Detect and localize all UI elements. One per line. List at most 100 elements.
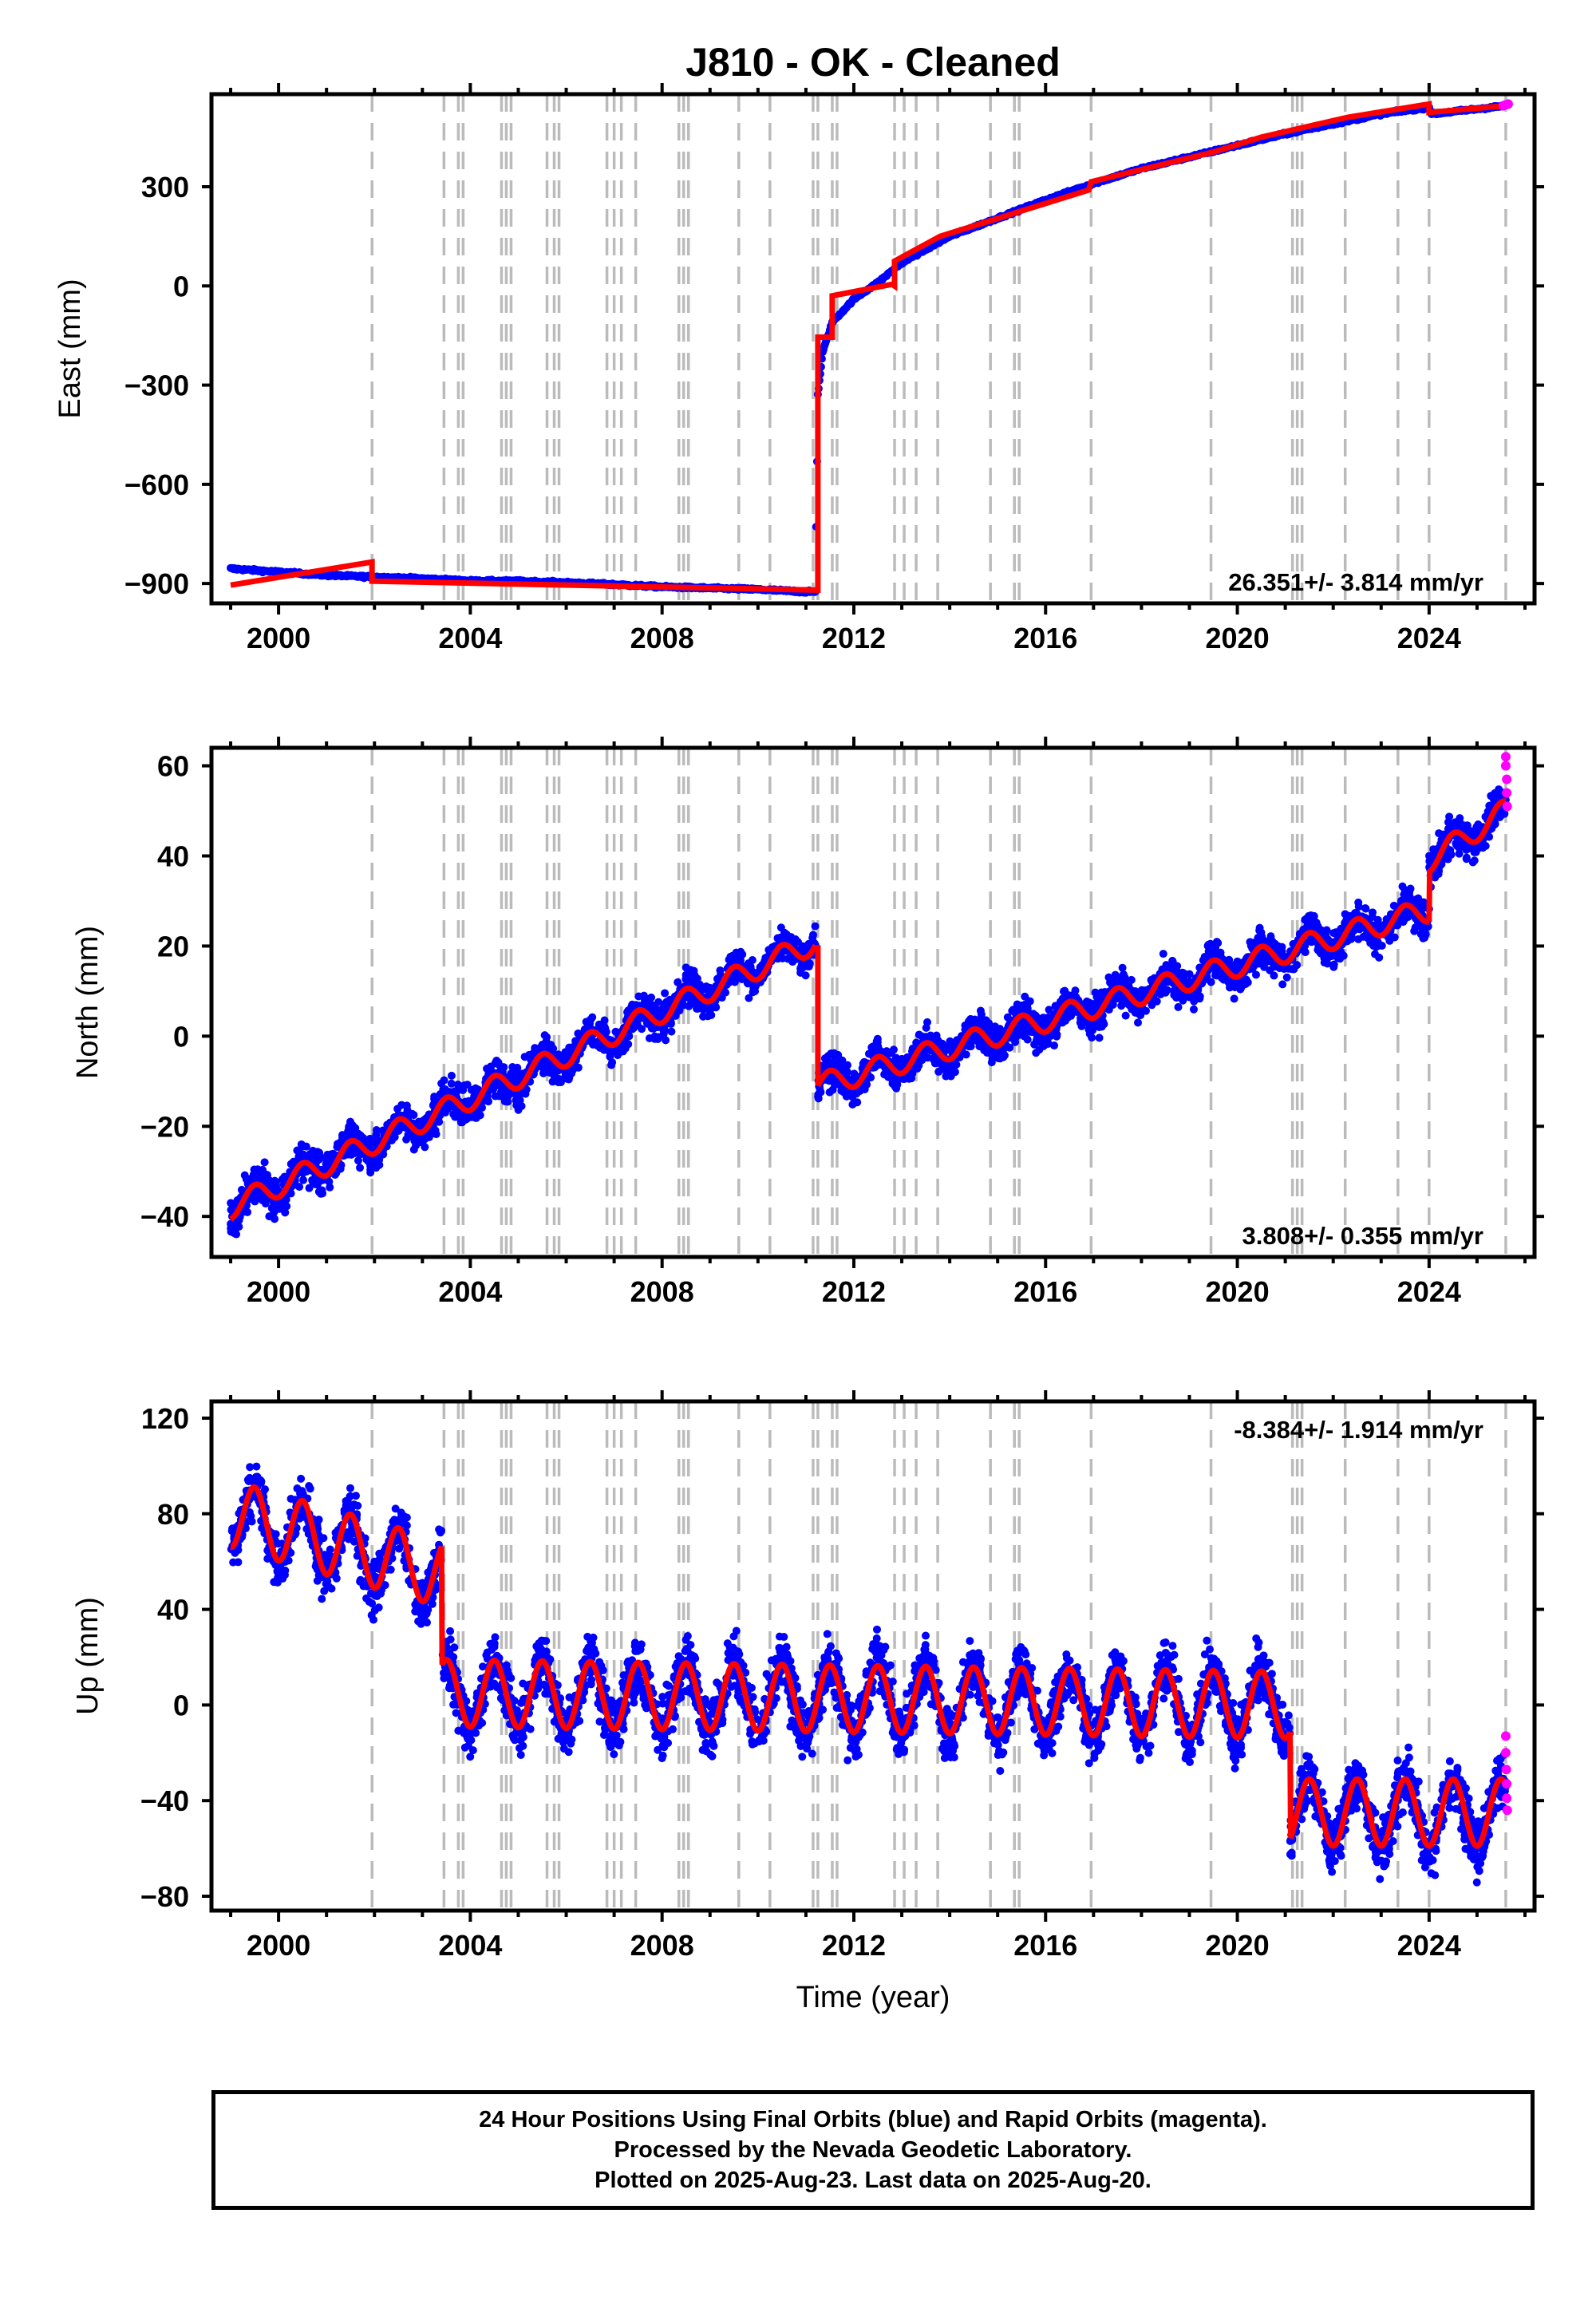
- observation-point: [1117, 1002, 1126, 1010]
- observation-point: [587, 1015, 595, 1024]
- observation-point: [1288, 965, 1297, 974]
- observation-point: [429, 1129, 438, 1138]
- observation-point: [883, 1047, 891, 1056]
- observation-points: [227, 101, 1509, 597]
- observation-point: [1104, 973, 1113, 982]
- observation-point: [500, 1063, 508, 1072]
- observation-point: [463, 1114, 472, 1123]
- observation-point: [316, 1189, 325, 1198]
- observation-point: [1095, 1034, 1104, 1042]
- observation-point: [271, 1199, 280, 1208]
- observation-point: [227, 1199, 235, 1207]
- observation-point: [492, 1056, 501, 1065]
- observation-point: [667, 1027, 676, 1036]
- observation-point: [1079, 1016, 1088, 1025]
- observation-point: [447, 1071, 456, 1080]
- observation-point: [688, 999, 697, 1008]
- observation-point: [749, 988, 757, 997]
- y-axis-label: East (mm): [53, 279, 87, 418]
- observation-point: [1017, 1001, 1026, 1010]
- observation-point: [776, 923, 785, 932]
- observation-point: [803, 962, 812, 970]
- observation-point: [716, 966, 725, 974]
- observation-point: [354, 1156, 362, 1165]
- observation-point: [444, 1099, 453, 1108]
- observation-point: [1148, 1001, 1156, 1010]
- observation-point: [1032, 1049, 1041, 1057]
- observation-point: [539, 1069, 547, 1077]
- observation-point: [804, 939, 813, 948]
- observation-point: [373, 1136, 382, 1145]
- observation-point: [699, 1012, 708, 1021]
- observation-point: [362, 1155, 371, 1164]
- observation-point: [688, 971, 697, 980]
- panel-frame: [209, 92, 1537, 606]
- rapid-points: [1498, 99, 1513, 111]
- observation-point: [1359, 932, 1368, 941]
- observation-point: [831, 1050, 839, 1059]
- observation-point: [260, 1158, 269, 1167]
- observation-point: [408, 1132, 417, 1140]
- observation-point: [1083, 997, 1092, 1006]
- x-tick-label: 2020: [1206, 622, 1270, 654]
- observation-point: [1282, 973, 1291, 982]
- observation-point: [513, 1101, 522, 1109]
- observation-point: [1354, 898, 1363, 907]
- observation-point: [647, 1024, 656, 1033]
- observation-point: [567, 1067, 575, 1076]
- observation-point: [413, 1136, 421, 1145]
- observation-point: [789, 938, 798, 947]
- observation-point: [1255, 923, 1264, 932]
- observation-point: [387, 1136, 396, 1144]
- observation-point: [621, 1044, 630, 1053]
- observation-point: [912, 1064, 921, 1073]
- observation-point: [486, 1064, 495, 1073]
- observation-point: [1084, 1025, 1093, 1034]
- observation-point: [1159, 950, 1167, 958]
- observation-point: [240, 1207, 249, 1216]
- observation-point: [1329, 962, 1338, 971]
- observation-point: [681, 963, 690, 972]
- observation-point: [459, 1085, 468, 1094]
- observation-point: [250, 1165, 259, 1174]
- observation-point: [850, 1073, 859, 1081]
- observation-point: [728, 975, 737, 984]
- observation-point: [1361, 904, 1369, 913]
- observation-point: [338, 1131, 347, 1140]
- observation-point: [1251, 970, 1260, 979]
- rapid-point: [1503, 99, 1513, 109]
- x-tick-label: 2000: [247, 622, 310, 654]
- observation-point: [611, 1027, 620, 1036]
- observation-point: [662, 1036, 670, 1045]
- observation-point: [1170, 986, 1179, 995]
- observation-point: [1172, 994, 1181, 1002]
- model-line: [230, 101, 1507, 593]
- observation-point: [483, 1092, 492, 1101]
- observation-point: [463, 1081, 472, 1089]
- observation-point: [409, 1111, 418, 1120]
- observation-point: [1254, 934, 1262, 943]
- observation-point: [295, 1183, 304, 1192]
- observation-point: [1189, 1005, 1198, 1014]
- observation-point: [946, 1043, 955, 1052]
- observation-point: [447, 1079, 456, 1088]
- observation-point: [614, 1051, 622, 1060]
- observation-point: [801, 971, 810, 980]
- observation-point: [1174, 1002, 1183, 1011]
- observation-point: [472, 1113, 480, 1122]
- observation-point: [270, 1207, 279, 1216]
- observation-point: [694, 981, 703, 990]
- observation-point: [1301, 948, 1310, 957]
- observation-point: [1260, 937, 1269, 946]
- observation-point: [355, 1131, 364, 1140]
- observation-point: [811, 922, 820, 931]
- event-lines: [370, 94, 1507, 603]
- chart-title: J810 - OK - Cleaned: [685, 40, 1061, 85]
- observation-point: [808, 934, 817, 943]
- observation-point: [674, 978, 682, 986]
- observation-point: [471, 1084, 480, 1093]
- observation-point: [258, 1196, 267, 1205]
- observation-point: [1270, 971, 1278, 980]
- observation-point: [1133, 1018, 1142, 1027]
